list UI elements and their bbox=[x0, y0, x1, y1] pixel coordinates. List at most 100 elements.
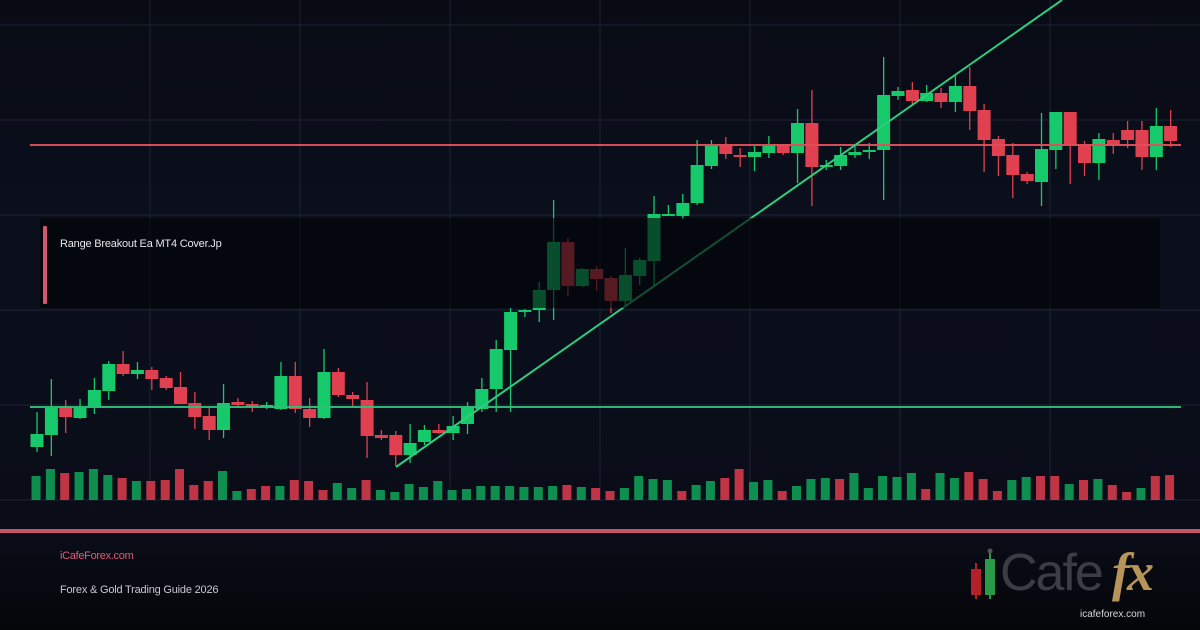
volume-bar bbox=[992, 491, 1002, 500]
candle-body bbox=[991, 139, 1005, 156]
candle-body bbox=[446, 426, 460, 433]
candle-body bbox=[690, 165, 704, 203]
volume-bar bbox=[45, 469, 55, 500]
volume-bar bbox=[131, 481, 141, 500]
candle-body bbox=[217, 403, 230, 430]
volume-bar bbox=[892, 477, 902, 500]
candle-body bbox=[59, 407, 73, 417]
tagline: Forex & Gold Trading Guide 2026 bbox=[60, 584, 219, 596]
volume-bar bbox=[777, 491, 787, 500]
volume-bar bbox=[820, 478, 830, 500]
volume-bar bbox=[591, 488, 601, 500]
candle-body bbox=[1063, 112, 1077, 145]
candle-body bbox=[1106, 140, 1120, 145]
volume-bar bbox=[1007, 480, 1017, 500]
volume-bar bbox=[232, 491, 242, 500]
volume-bar bbox=[88, 469, 98, 500]
title-overlay: Range Breakout Ea MT4 Cover.Jp bbox=[40, 218, 1160, 308]
volume-bar bbox=[677, 491, 687, 500]
volume-bar bbox=[1050, 476, 1060, 500]
candle-body bbox=[374, 435, 388, 438]
candle-body bbox=[776, 145, 790, 153]
candle-body bbox=[1149, 126, 1163, 157]
candle-body bbox=[791, 123, 804, 153]
volume-bar bbox=[332, 483, 342, 500]
volume-bar bbox=[978, 479, 988, 500]
candle-body bbox=[489, 349, 503, 389]
volume-bar bbox=[203, 481, 213, 500]
volume-bar bbox=[835, 479, 845, 500]
volume-bar bbox=[1165, 475, 1175, 500]
volume-bar bbox=[361, 480, 371, 500]
volume-bar bbox=[74, 472, 84, 500]
volume-bar bbox=[634, 476, 644, 500]
volume-bar bbox=[476, 486, 486, 500]
candle-body bbox=[848, 152, 862, 155]
candle-body bbox=[1049, 112, 1063, 150]
candle-body bbox=[977, 110, 991, 140]
candle-body bbox=[877, 95, 891, 150]
volume-bar bbox=[1122, 492, 1132, 500]
volume-bar bbox=[921, 489, 931, 500]
candle-body bbox=[245, 404, 259, 407]
candle-body bbox=[504, 312, 518, 350]
volume-bar bbox=[31, 476, 41, 500]
volume-bar bbox=[375, 490, 385, 500]
volume-bar bbox=[806, 479, 816, 500]
volume-bar bbox=[1079, 480, 1088, 500]
volume-bar bbox=[289, 480, 299, 500]
candle-body bbox=[274, 376, 288, 409]
logo-fx: fx bbox=[1112, 542, 1154, 602]
candle-body bbox=[432, 430, 446, 433]
volume-bar bbox=[562, 485, 572, 500]
candles-logo-icon bbox=[971, 548, 995, 599]
chart-area: Range Breakout Ea MT4 Cover.Jp bbox=[0, 0, 1200, 520]
candle-body bbox=[920, 93, 934, 101]
volume-bar bbox=[720, 478, 730, 500]
site-link[interactable]: iCafeForex.com bbox=[60, 550, 134, 562]
volume-bar bbox=[878, 476, 888, 500]
candle-body bbox=[1020, 174, 1034, 181]
candle-body bbox=[676, 203, 690, 216]
volume-bar bbox=[949, 478, 959, 500]
candle-body bbox=[518, 310, 532, 312]
volume-bar bbox=[1136, 488, 1146, 500]
candle-body bbox=[1121, 130, 1135, 140]
candle-body bbox=[159, 378, 173, 388]
volume-bar bbox=[1064, 484, 1074, 500]
volume-bar bbox=[261, 486, 271, 500]
volume-bar bbox=[117, 478, 127, 500]
candle-body bbox=[188, 403, 202, 417]
candle-body bbox=[704, 145, 718, 166]
logo-url: icafeforex.com bbox=[1080, 609, 1146, 620]
candle-body bbox=[1078, 145, 1091, 163]
candle-body bbox=[303, 409, 317, 418]
volume-bar bbox=[246, 489, 256, 500]
volume-bar bbox=[505, 486, 515, 500]
volume-bar bbox=[749, 482, 758, 500]
volume-bar bbox=[849, 473, 859, 500]
volume-bar bbox=[1093, 479, 1103, 500]
volume-bar bbox=[863, 488, 873, 500]
volume-bar bbox=[792, 486, 801, 500]
candle-body bbox=[891, 91, 905, 96]
volume-bar bbox=[175, 469, 184, 500]
volume-bar bbox=[390, 492, 400, 500]
candle-body bbox=[1035, 149, 1048, 182]
volume-bar bbox=[189, 485, 199, 500]
volume-bar bbox=[935, 473, 945, 500]
candle-body bbox=[360, 400, 374, 436]
volume-bar bbox=[906, 473, 916, 500]
candle-body bbox=[661, 214, 675, 216]
volume-bar bbox=[1036, 476, 1045, 500]
footer-divider bbox=[0, 529, 1200, 533]
candle-body bbox=[288, 376, 302, 409]
volume-bar bbox=[648, 479, 658, 500]
candle-body bbox=[403, 443, 417, 455]
volume-bar bbox=[318, 490, 328, 500]
candle-body bbox=[948, 86, 962, 102]
volume-bars bbox=[31, 469, 1175, 500]
brand-logo: Cafe fx icafeforex.com bbox=[966, 542, 1166, 625]
candle-body bbox=[719, 145, 733, 154]
candle-body bbox=[748, 152, 761, 157]
